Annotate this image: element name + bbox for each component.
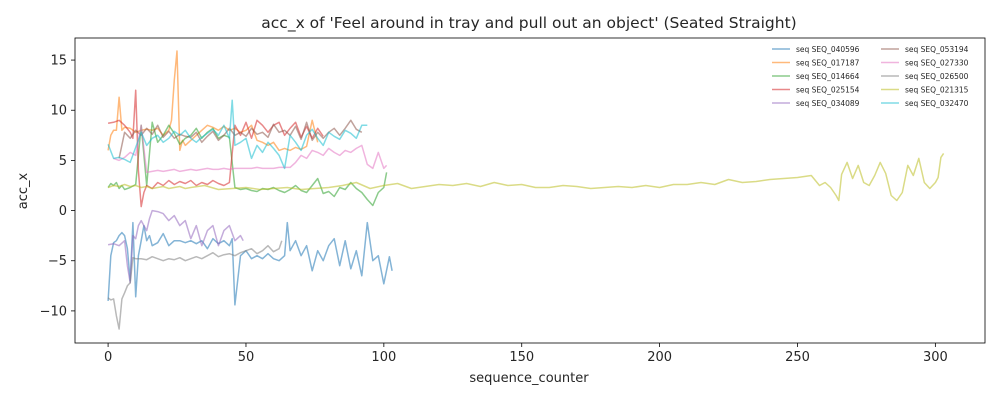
legend-item: seq SEQ_034089 [772,99,860,108]
x-tick-label: 100 [371,350,396,365]
y-tick-label: −5 [48,254,67,269]
legend-item: seq SEQ_053194 [881,45,969,54]
legend-label: seq SEQ_014664 [796,72,860,81]
y-tick-label: 10 [50,104,67,119]
x-tick-label: 300 [923,350,948,365]
legend-item: seq SEQ_040596 [772,45,860,54]
series-line-3 [107,89,324,208]
series-line-9 [107,99,368,170]
series-line-6 [113,124,388,174]
legend-item: seq SEQ_027330 [881,58,969,67]
x-tick-label: 200 [647,350,672,365]
legend-label: seq SEQ_032470 [905,99,969,108]
legend-label: seq SEQ_053194 [905,45,969,54]
x-tick-label: 0 [104,350,112,365]
legend-label: seq SEQ_017187 [796,58,860,67]
legend-item: seq SEQ_026500 [881,72,969,81]
legend-item: seq SEQ_014664 [772,72,860,81]
x-tick-label: 250 [785,350,810,365]
legend-label: seq SEQ_034089 [796,99,860,108]
y-tick-label: 0 [59,204,67,219]
series-line-7 [107,240,283,330]
x-axis-title: sequence_counter [469,371,589,386]
legend-label: seq SEQ_025154 [796,85,860,94]
legend-label: seq SEQ_021315 [905,85,969,94]
legend-item: seq SEQ_021315 [881,85,969,94]
x-tick-label: 150 [509,350,534,365]
series-line-0 [107,221,393,306]
series-line-5 [118,119,363,159]
legend-item: seq SEQ_017187 [772,58,860,67]
series-line-8 [107,152,945,202]
legend-item: seq SEQ_032470 [881,99,969,108]
legend-label: seq SEQ_026500 [905,72,969,81]
series-layer [107,50,945,330]
plot-frame [74,37,986,344]
chart-title: acc_x of 'Feel around in tray and pull o… [261,14,796,33]
y-tick-label: 15 [50,54,67,69]
x-axis: 0 50 100 150 200 250 300 [104,343,948,365]
series-line-1 [107,50,319,152]
y-axis: −10 −5 0 5 10 15 [40,54,75,319]
legend-item: seq SEQ_025154 [772,85,860,94]
y-tick-label: 5 [59,154,67,169]
y-tick-label: −10 [40,304,67,319]
x-tick-label: 50 [238,350,255,365]
y-axis-title: acc_x [16,172,31,209]
legend-label: seq SEQ_040596 [796,45,860,54]
legend-label: seq SEQ_027330 [905,58,969,67]
